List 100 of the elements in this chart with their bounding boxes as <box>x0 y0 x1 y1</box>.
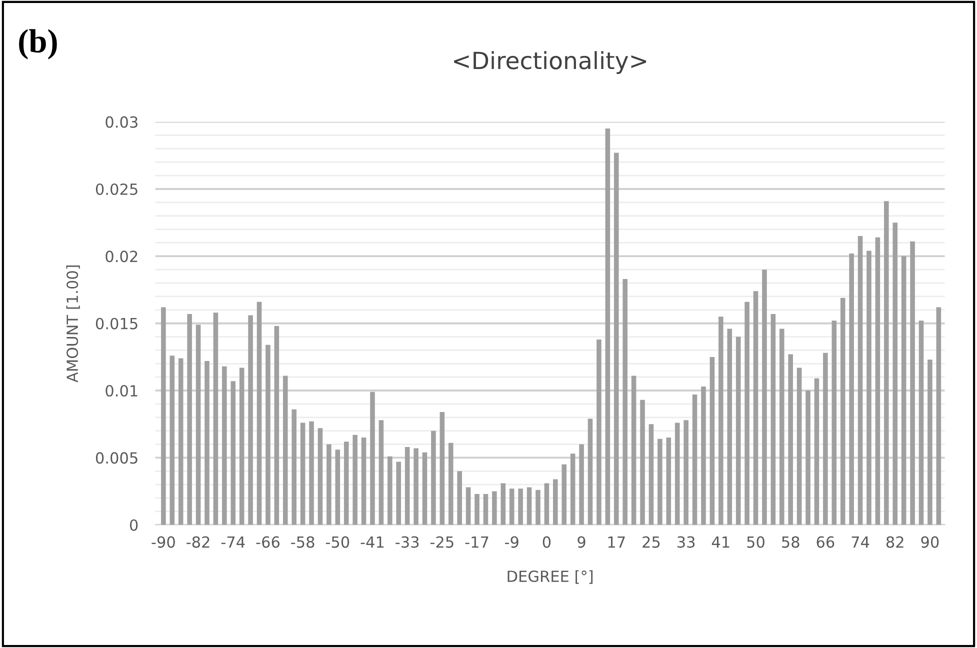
bar <box>892 222 898 525</box>
bar <box>701 386 706 525</box>
bar <box>292 409 296 525</box>
bar <box>509 488 514 525</box>
bar <box>466 487 471 525</box>
bar <box>344 442 349 525</box>
bar <box>170 356 175 525</box>
bar <box>396 462 402 525</box>
bar <box>230 381 236 525</box>
bar <box>666 438 672 525</box>
bar <box>388 456 392 525</box>
bar <box>448 442 454 525</box>
bar <box>178 358 184 525</box>
y-tick-label: 0.025 <box>96 183 138 196</box>
bar <box>274 326 280 525</box>
x-tick-label: -58 <box>291 536 314 548</box>
bar <box>500 483 506 525</box>
bar <box>770 314 776 525</box>
bar <box>282 376 288 525</box>
x-axis-title: DEGREE [°] <box>508 570 593 584</box>
x-tick-label: -17 <box>465 536 488 548</box>
bar <box>674 422 680 525</box>
y-axis-title: AMOUNT [1.00] <box>66 265 80 382</box>
bar <box>370 392 375 525</box>
bar <box>605 128 610 525</box>
bar <box>631 376 636 525</box>
bar <box>256 302 262 525</box>
bar <box>266 344 270 525</box>
x-tick-label: -50 <box>326 536 350 548</box>
x-tick-label: -9 <box>504 536 518 548</box>
y-tick-label: 0.02 <box>106 250 138 262</box>
bar <box>832 320 837 525</box>
bar <box>239 368 244 525</box>
bar <box>248 315 253 525</box>
x-tick-label: 82 <box>886 536 904 548</box>
bar <box>648 424 654 525</box>
bar <box>553 479 558 525</box>
x-tick-label: 74 <box>852 536 870 548</box>
x-tick-label: 90 <box>921 536 939 548</box>
bar <box>788 354 793 525</box>
bar <box>718 316 724 525</box>
x-tick-label: -82 <box>186 536 210 548</box>
bar <box>352 434 358 525</box>
y-tick-label: 0.01 <box>106 384 138 397</box>
bar <box>640 400 645 525</box>
bar <box>684 420 688 525</box>
bar <box>753 291 758 525</box>
bar <box>213 312 218 525</box>
bar <box>588 418 593 525</box>
bar <box>596 339 602 525</box>
bar <box>161 307 166 525</box>
bar <box>910 241 915 525</box>
bar <box>901 256 906 525</box>
bar <box>658 438 662 525</box>
bar <box>361 438 366 525</box>
chart-title: <Directionality> <box>454 51 646 74</box>
y-tick-label: 0.005 <box>96 452 138 464</box>
x-tick-label: -74 <box>221 536 245 548</box>
y-tick-label: 0 <box>130 519 138 531</box>
bar <box>875 237 880 525</box>
bar <box>928 360 932 525</box>
text: (b) <box>19 29 57 60</box>
bar <box>858 236 863 525</box>
bar <box>692 394 698 525</box>
bar <box>570 454 576 525</box>
bar <box>544 483 550 525</box>
bar <box>492 491 497 525</box>
x-tick-label: 25 <box>642 536 660 548</box>
bar <box>526 487 532 525</box>
y-tick-label: 0.03 <box>106 116 138 128</box>
bar <box>300 422 306 525</box>
x-tick-label: 66 <box>816 536 834 548</box>
bar <box>440 412 445 525</box>
bar <box>483 494 488 525</box>
x-tick-label: -90 <box>152 536 175 548</box>
bar <box>414 448 418 525</box>
bar <box>936 307 942 525</box>
bar <box>518 488 523 525</box>
bar <box>840 298 846 525</box>
x-tick-label: 9 <box>578 536 586 548</box>
bar <box>806 390 810 525</box>
bar <box>562 464 567 525</box>
y-tick-label: 0.015 <box>96 318 138 330</box>
bar <box>204 360 210 525</box>
bar <box>884 201 889 525</box>
bar <box>536 490 540 525</box>
bar <box>796 368 802 525</box>
x-tick-label: -25 <box>430 536 454 548</box>
bar <box>823 352 828 525</box>
bar <box>431 430 436 525</box>
bar <box>222 366 227 525</box>
x-tick-label: 58 <box>782 536 800 548</box>
bar <box>918 320 924 525</box>
x-tick-label: 41 <box>712 536 730 548</box>
bar <box>309 421 314 525</box>
bar <box>762 270 767 525</box>
bar <box>326 444 332 525</box>
bar <box>779 328 784 525</box>
x-tick-label: -41 <box>360 536 384 548</box>
bar <box>614 152 619 525</box>
